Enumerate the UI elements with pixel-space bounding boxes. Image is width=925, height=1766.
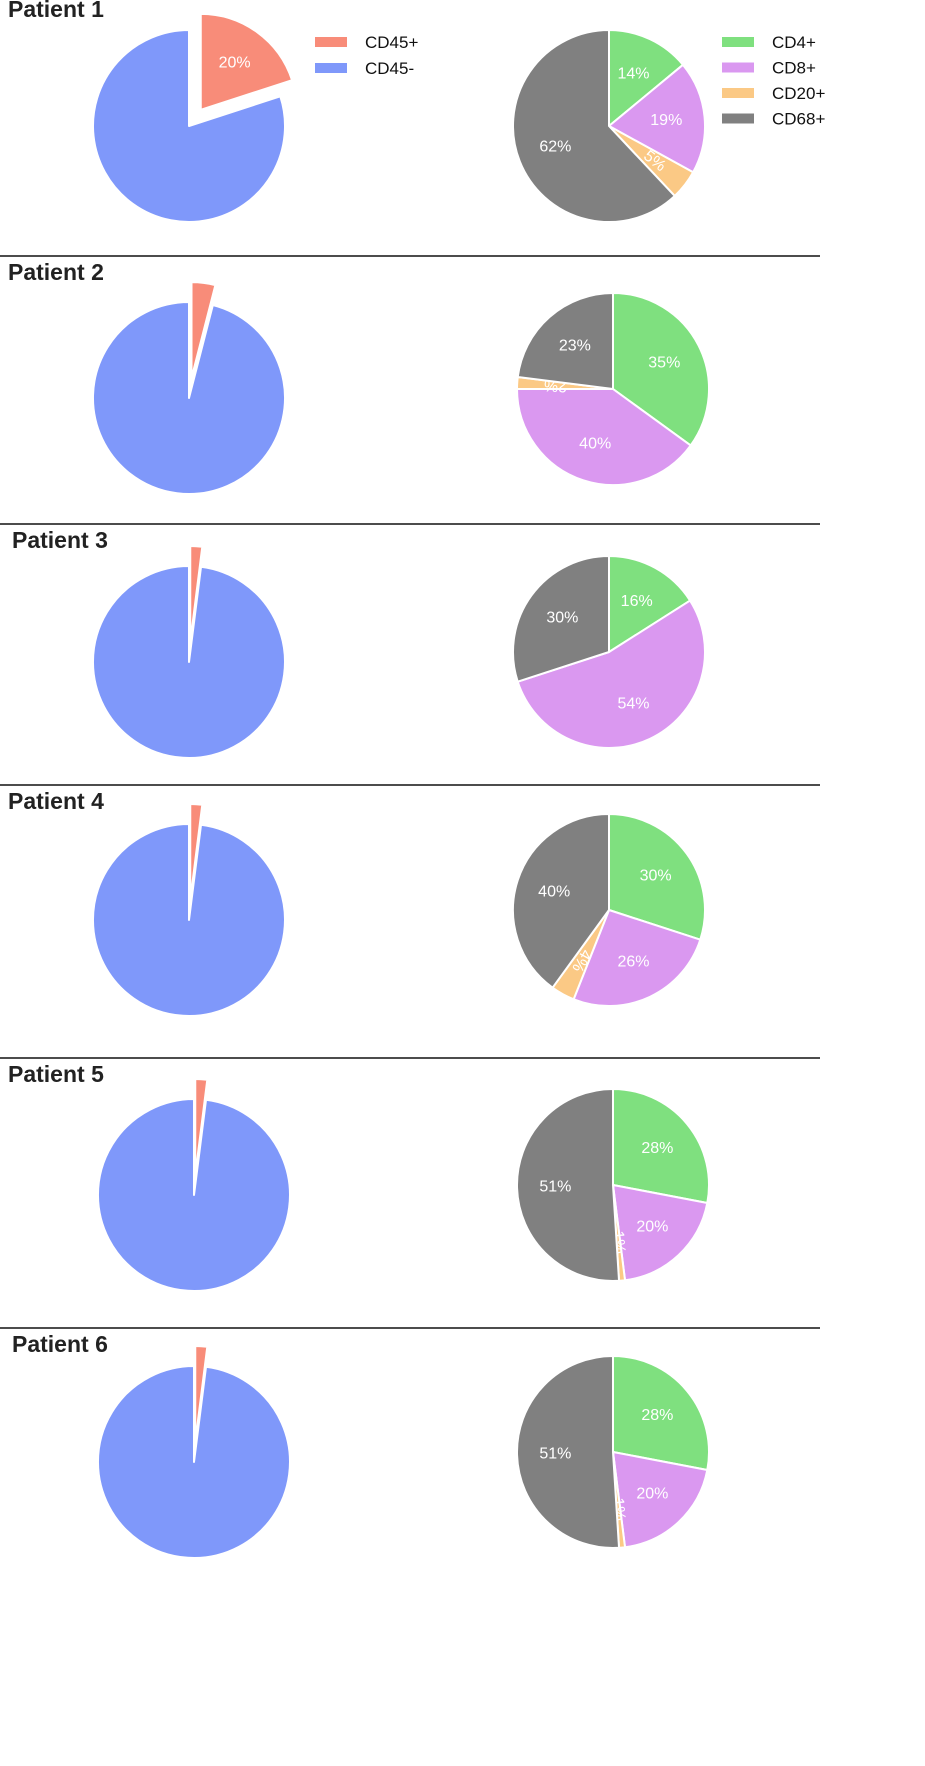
panel-title: Patient 1 xyxy=(8,0,104,22)
pie-slice-cd4-negpos xyxy=(612,1355,710,1471)
slice-data-label: 20% xyxy=(636,1486,668,1503)
panel-title: Patient 3 xyxy=(12,527,108,553)
pie-slice-cd4-negpos xyxy=(608,29,684,127)
slice-data-label: 28% xyxy=(641,1407,673,1424)
slice-data-label: 62% xyxy=(539,139,571,156)
legend-label: CD45+ xyxy=(365,33,418,52)
legend-swatch-cd4-negpos xyxy=(722,37,754,47)
legend-label: CD45- xyxy=(365,59,414,78)
pie-slice-cd45-negpos xyxy=(189,545,204,644)
pie-slice-cd4-negpos xyxy=(612,1088,710,1204)
cell-type-pie: 28%20%1%51% xyxy=(516,1088,710,1282)
legend-swatch-cd45-negpos xyxy=(315,37,347,47)
pie-slice-cd45-neg xyxy=(92,301,286,495)
slice-data-label: 19% xyxy=(650,112,682,129)
pie-slice-cd68-negpos xyxy=(512,29,676,223)
cell-type-pie: 14%19%5%62% xyxy=(512,29,706,223)
slice-data-label: 54% xyxy=(617,696,649,713)
pie-slice-cd8-negpos xyxy=(572,909,702,1007)
pie-slice-cd4-negpos xyxy=(608,813,706,941)
legend-swatch-cd45-neg xyxy=(315,63,347,73)
pie-slice-cd8-negpos xyxy=(612,1451,709,1549)
cd45-pie: 20% xyxy=(92,12,294,223)
slice-data-label: 51% xyxy=(539,1445,571,1462)
cell-type-pie: 16% 54% 30% xyxy=(512,555,706,749)
legend-label: CD20+ xyxy=(772,84,825,103)
pie-slice-cd68-negpos xyxy=(516,1355,621,1549)
slice-data-label: 30% xyxy=(640,868,672,885)
legend-swatch-cd8-negpos xyxy=(722,62,754,73)
cd45-pie: 2% xyxy=(97,1078,291,1292)
cd45-pie: 4% xyxy=(92,281,286,495)
slice-data-label: 23% xyxy=(559,337,591,354)
panel-title: Patient 2 xyxy=(8,259,104,285)
pie-slice-cd4-negpos xyxy=(612,292,710,447)
pie-slice-cd45-neg xyxy=(97,1365,291,1559)
legend-swatch-cd68-negpos xyxy=(722,113,754,124)
slice-data-label: 20% xyxy=(636,1219,668,1236)
pie-slice-cd68-negpos xyxy=(516,1088,621,1282)
pie-slice-cd8-negpos xyxy=(516,599,706,749)
panel-title: Patient 6 xyxy=(12,1331,108,1357)
slice-data-label: 40% xyxy=(538,884,570,901)
pie-slice-cd45-negpos xyxy=(190,281,217,380)
legend-swatch-cd20-negpos xyxy=(722,88,754,98)
cell-type-pie: 28%20%1%51% xyxy=(516,1355,710,1549)
pie-slice-cd45-neg xyxy=(97,1098,291,1292)
pie-slice-cd4-negpos xyxy=(608,555,692,653)
legend-label: CD4+ xyxy=(772,33,816,52)
pie-slice-cd45-neg xyxy=(92,29,286,223)
cd45-pie: 2% xyxy=(97,1345,291,1559)
pie-slice-cd8-negpos xyxy=(612,1184,709,1282)
slice-data-label: 28% xyxy=(641,1140,673,1157)
slice-data-label: 26% xyxy=(617,954,649,971)
pie-slice-cd8-negpos xyxy=(608,63,706,174)
cd45-pie: 2% xyxy=(92,545,286,759)
legend-label: CD8+ xyxy=(772,59,816,78)
slice-data-label: 35% xyxy=(648,354,680,371)
cd45-pie: 2% xyxy=(92,803,286,1017)
slice-data-label: 14% xyxy=(617,65,649,82)
pie-slice-cd45-negpos xyxy=(194,1345,209,1444)
pie-slice-cd68-negpos xyxy=(512,555,610,683)
legend-label: CD68+ xyxy=(772,110,825,129)
pie-slice-cd45-negpos xyxy=(194,1078,209,1177)
pie-slice-cd68-negpos xyxy=(512,813,610,989)
slice-data-label: 20% xyxy=(219,55,251,72)
pie-slice-cd45-neg xyxy=(92,565,286,759)
pie-slice-cd45-negpos xyxy=(199,12,294,111)
pie-slice-cd45-neg xyxy=(92,823,286,1017)
slice-data-label: 40% xyxy=(579,435,611,452)
panel-title: Patient 4 xyxy=(8,788,104,814)
cell-type-pie: 30%26%4%40% xyxy=(512,813,706,1007)
slice-data-label: 51% xyxy=(539,1178,571,1195)
cell-type-pie: 35%40%2%23% xyxy=(516,292,710,486)
legend-cd45: CD45+ CD45- xyxy=(315,33,418,78)
legend-cell-types: CD4+ CD8+ CD20+ CD68+ xyxy=(722,33,825,129)
slice-data-label: 16% xyxy=(621,593,653,610)
pie-slice-cd8-negpos xyxy=(516,388,692,486)
pie-slice-cd45-negpos xyxy=(189,803,204,902)
slice-data-label: 30% xyxy=(546,610,578,627)
pie-slice-cd68-negpos xyxy=(516,292,614,390)
panel-title: Patient 5 xyxy=(8,1061,104,1087)
